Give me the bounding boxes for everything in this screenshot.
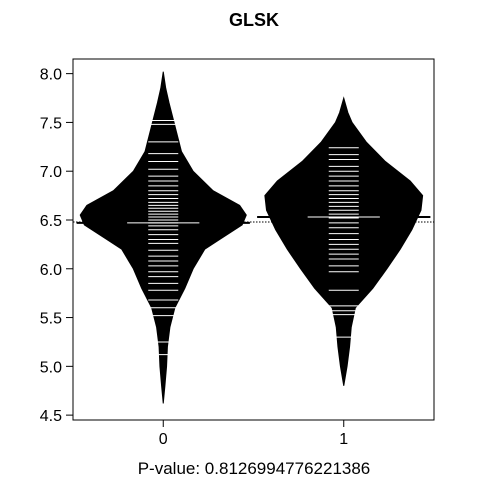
plot-area bbox=[73, 71, 434, 404]
bean-0 bbox=[76, 71, 250, 404]
bean-1 bbox=[257, 96, 431, 386]
y-axis: 4.5 5.0 5.5 6.0 6.5 7.0 7.5 8.0 bbox=[40, 67, 74, 425]
y-tick-label: 6.0 bbox=[40, 262, 62, 279]
y-tick-label: 7.0 bbox=[40, 164, 62, 181]
bean-shape-0 bbox=[79, 71, 247, 404]
chart-title: GLSK bbox=[229, 10, 279, 30]
p-value-caption: P-value: 0.8126994776221386 bbox=[138, 459, 371, 478]
y-tick-label: 6.5 bbox=[40, 213, 62, 230]
y-tick-label: 7.5 bbox=[40, 115, 62, 132]
bean-shape-1 bbox=[264, 96, 424, 386]
x-tick-label: 1 bbox=[339, 431, 348, 448]
y-tick-label: 8.0 bbox=[40, 67, 62, 84]
x-tick-label: 0 bbox=[159, 431, 168, 448]
y-tick-label: 5.5 bbox=[40, 311, 62, 328]
y-tick-label: 5.0 bbox=[40, 359, 62, 376]
y-tick-label: 4.5 bbox=[40, 408, 62, 425]
